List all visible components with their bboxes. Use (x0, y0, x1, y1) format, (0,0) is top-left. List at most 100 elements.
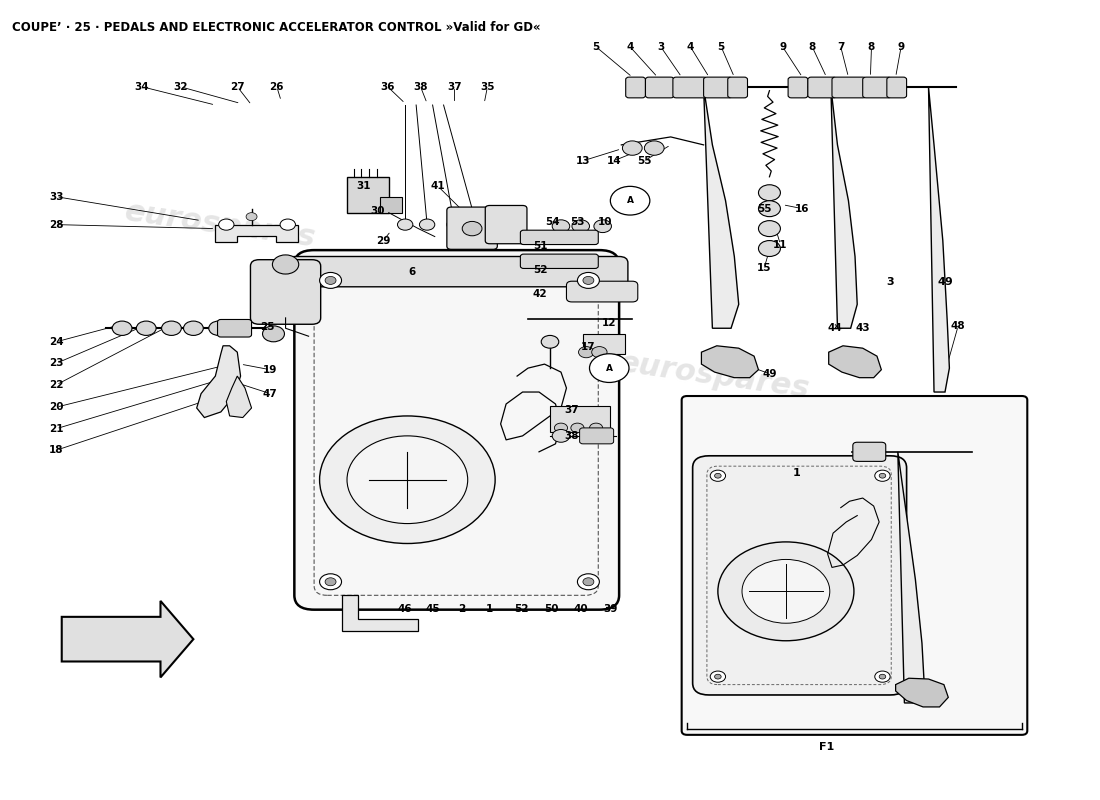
Bar (583, 334, 625, 354)
Circle shape (879, 674, 886, 679)
FancyBboxPatch shape (673, 77, 707, 98)
Circle shape (711, 671, 726, 682)
Circle shape (346, 436, 468, 523)
Circle shape (874, 671, 890, 682)
Text: 33: 33 (50, 192, 64, 202)
Circle shape (590, 423, 603, 433)
Circle shape (571, 423, 584, 433)
Text: 8: 8 (808, 42, 816, 52)
Circle shape (162, 321, 182, 335)
Text: 31: 31 (356, 182, 371, 191)
Circle shape (320, 574, 341, 590)
Polygon shape (62, 601, 194, 678)
Text: 20: 20 (50, 402, 64, 412)
Circle shape (583, 277, 594, 285)
Polygon shape (898, 452, 924, 703)
Circle shape (578, 273, 600, 288)
Text: COUPE’ · 25 · PEDALS AND ELECTRONIC ACCELERATOR CONTROL »Valid for GD«: COUPE’ · 25 · PEDALS AND ELECTRONIC ACCE… (12, 22, 541, 34)
FancyBboxPatch shape (566, 282, 638, 302)
Text: 52: 52 (514, 604, 529, 614)
Text: 12: 12 (602, 318, 616, 328)
Circle shape (552, 220, 570, 233)
Text: 17: 17 (581, 342, 596, 351)
Circle shape (320, 416, 495, 543)
Circle shape (246, 213, 257, 221)
Circle shape (209, 321, 229, 335)
Text: 5: 5 (717, 42, 725, 52)
Text: 25: 25 (260, 322, 274, 332)
Circle shape (273, 255, 299, 274)
Text: 49: 49 (937, 277, 953, 287)
Text: 28: 28 (50, 220, 64, 230)
Text: 29: 29 (376, 235, 390, 246)
Text: 32: 32 (173, 82, 187, 92)
Circle shape (718, 542, 854, 641)
Circle shape (879, 474, 886, 478)
Text: 50: 50 (543, 604, 559, 614)
Bar (346, 177, 388, 213)
Circle shape (462, 222, 482, 236)
FancyBboxPatch shape (485, 206, 527, 244)
Bar (550, 406, 610, 432)
Text: 42: 42 (532, 289, 548, 299)
Text: 8: 8 (868, 42, 876, 52)
Circle shape (469, 219, 484, 230)
Text: 47: 47 (263, 389, 277, 398)
Text: F1: F1 (818, 742, 834, 752)
Polygon shape (704, 87, 739, 328)
Polygon shape (928, 87, 949, 392)
Text: 7: 7 (837, 42, 845, 52)
Text: 5: 5 (593, 42, 600, 52)
Polygon shape (702, 346, 759, 378)
Text: 52: 52 (532, 265, 548, 275)
Text: 22: 22 (50, 380, 64, 390)
Text: 14: 14 (606, 156, 621, 166)
FancyBboxPatch shape (807, 77, 836, 98)
Text: 55: 55 (757, 204, 771, 214)
Circle shape (759, 241, 780, 257)
Circle shape (715, 674, 722, 679)
Text: eurospares: eurospares (123, 197, 318, 252)
Text: 18: 18 (50, 446, 64, 455)
Circle shape (320, 273, 341, 288)
Circle shape (759, 221, 780, 237)
FancyBboxPatch shape (728, 77, 748, 98)
Text: 38: 38 (564, 431, 580, 441)
Text: 49: 49 (762, 369, 777, 378)
Text: 21: 21 (50, 424, 64, 434)
Circle shape (583, 578, 594, 586)
Circle shape (742, 559, 829, 623)
Text: 37: 37 (448, 82, 462, 92)
Text: 19: 19 (263, 365, 277, 374)
Text: 45: 45 (426, 604, 440, 614)
Text: 27: 27 (230, 82, 244, 92)
Circle shape (590, 354, 629, 382)
FancyBboxPatch shape (626, 77, 646, 98)
Text: 15: 15 (757, 263, 771, 274)
Text: 16: 16 (795, 204, 810, 214)
FancyBboxPatch shape (520, 254, 598, 269)
FancyBboxPatch shape (693, 456, 906, 695)
Text: 13: 13 (575, 156, 591, 166)
Text: 9: 9 (779, 42, 786, 52)
FancyBboxPatch shape (287, 257, 628, 286)
Circle shape (447, 219, 462, 230)
Circle shape (136, 321, 156, 335)
Text: 36: 36 (381, 82, 395, 92)
Text: 37: 37 (564, 406, 580, 415)
Text: 3: 3 (887, 277, 894, 287)
Text: 38: 38 (414, 82, 428, 92)
Text: 1: 1 (793, 468, 801, 478)
Text: 23: 23 (50, 358, 64, 368)
Text: 55: 55 (637, 156, 651, 166)
Circle shape (711, 470, 726, 482)
Text: 39: 39 (603, 604, 617, 614)
Polygon shape (227, 376, 252, 418)
Circle shape (280, 219, 296, 230)
Text: 43: 43 (856, 323, 870, 334)
Circle shape (397, 219, 412, 230)
Text: 4: 4 (626, 42, 634, 52)
Circle shape (219, 219, 234, 230)
Text: 51: 51 (532, 241, 548, 251)
Text: 24: 24 (48, 337, 64, 347)
